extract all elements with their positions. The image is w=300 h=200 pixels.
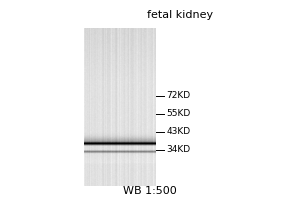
Text: 55KD: 55KD	[167, 109, 191, 118]
Text: fetal kidney: fetal kidney	[147, 10, 213, 20]
Text: 34KD: 34KD	[167, 146, 191, 154]
Text: WB 1:500: WB 1:500	[123, 186, 177, 196]
Text: 72KD: 72KD	[167, 92, 191, 100]
Text: 43KD: 43KD	[167, 128, 191, 136]
